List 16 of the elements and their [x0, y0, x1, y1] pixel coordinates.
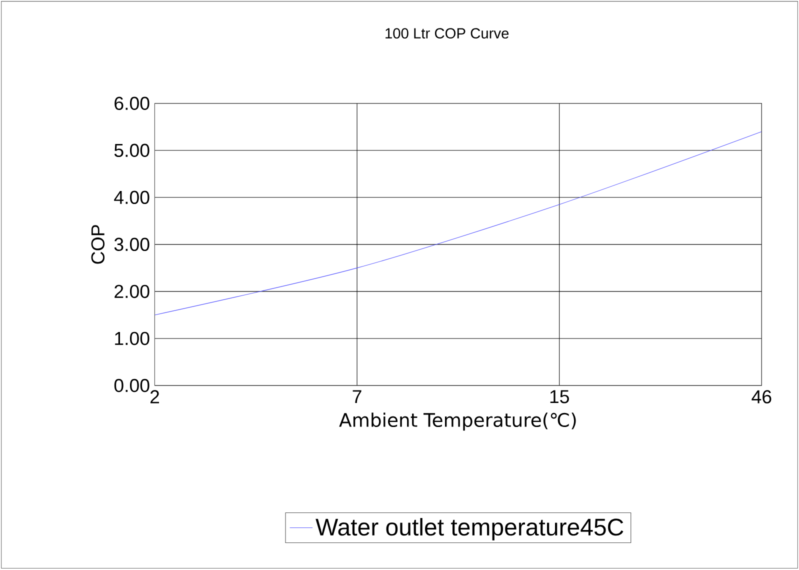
y-tick-label: 3.00	[114, 238, 150, 252]
line-series	[154, 132, 762, 316]
x-tick-label: 46	[752, 390, 772, 404]
y-tick-label: 6.00	[114, 96, 150, 110]
legend-label: Water outlet temperature45C	[316, 518, 624, 541]
x-axis-title: Ambient Temperature(℃)	[339, 412, 576, 431]
y-tick-label: 2.00	[114, 285, 150, 298]
y-axis-title: COP	[91, 225, 105, 264]
y-tick-label: 4.00	[114, 191, 150, 204]
chart-title: 100 Ltr COP Curve	[386, 28, 509, 39]
x-tick-label: 2	[150, 390, 159, 404]
x-tick-label: 7	[352, 390, 362, 404]
x-tick-label: 15	[550, 390, 569, 404]
y-tick-label: 1.00	[115, 332, 150, 346]
y-tick-label: 0.00	[114, 379, 150, 392]
y-tick-label: 5.00	[114, 144, 150, 158]
